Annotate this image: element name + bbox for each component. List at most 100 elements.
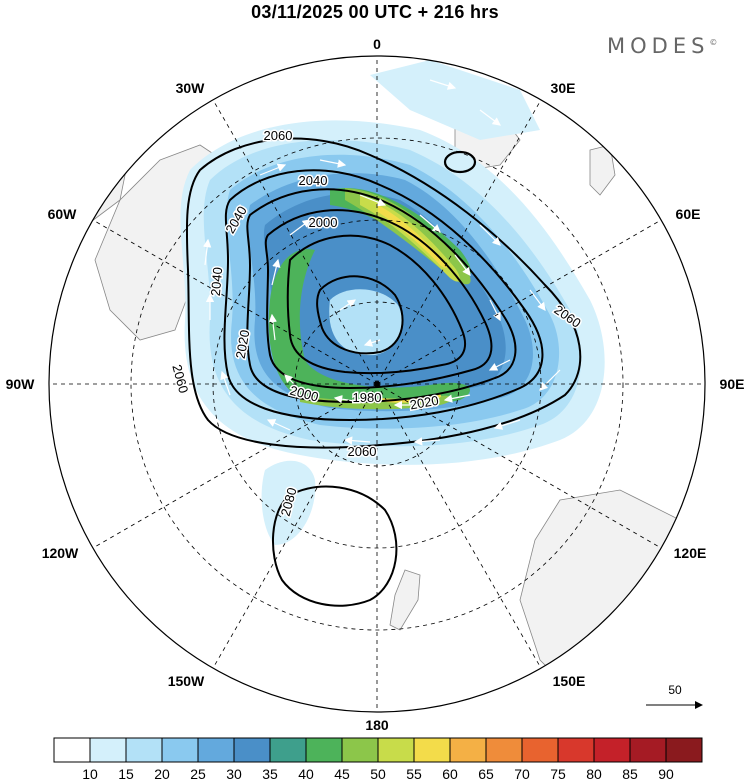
reference-vector: 50 xyxy=(646,683,703,709)
meridian-line xyxy=(376,383,542,669)
land-madagascar xyxy=(589,144,616,196)
colorbar-tick-label: 45 xyxy=(334,766,350,782)
colorbar-tick-label: 75 xyxy=(550,766,566,782)
brand-logo: MODES© xyxy=(607,34,717,58)
wind-vector xyxy=(284,374,301,391)
colorbar-swatch xyxy=(269,737,307,763)
colorbar-tick-label: 50 xyxy=(370,766,386,782)
meridian-line xyxy=(376,99,542,385)
colorbar-tick-label: 65 xyxy=(478,766,494,782)
colorbar-tick-label: 70 xyxy=(514,766,530,782)
meridian-line xyxy=(212,99,378,385)
wind-vector xyxy=(493,419,521,430)
lon-label: 30W xyxy=(176,80,206,96)
contour-inner xyxy=(316,275,404,355)
contour-label: 2060 xyxy=(348,444,377,459)
meridian-line xyxy=(376,383,662,549)
meridians xyxy=(49,56,705,712)
wind-vector xyxy=(359,194,387,207)
wind-vector xyxy=(539,369,561,391)
lon-label: 0 xyxy=(373,36,381,52)
contour-2080 xyxy=(272,485,398,607)
map-disc xyxy=(54,60,705,701)
colorbar-swatch xyxy=(413,737,451,763)
colorbar-swatch xyxy=(593,737,631,763)
wind-vector xyxy=(220,370,231,396)
lon-label: 180 xyxy=(365,717,389,733)
colorbar-tick-label: 40 xyxy=(298,766,314,782)
lon-label: 150W xyxy=(168,673,205,689)
wind-vector xyxy=(259,163,287,176)
meridian-line xyxy=(212,383,378,669)
wind-vector xyxy=(443,394,471,403)
shade-50-55 xyxy=(360,195,460,282)
wind-vector xyxy=(234,203,243,231)
colorbar-swatch xyxy=(125,737,163,763)
contour-2000 xyxy=(264,209,493,390)
reference-vector-label: 50 xyxy=(668,683,682,697)
colorbar-swatch xyxy=(557,737,595,763)
brand-name: MODES xyxy=(607,34,710,58)
map-boundary xyxy=(48,55,706,713)
contour-label: 2020 xyxy=(233,329,253,360)
contour-label: 2040 xyxy=(208,267,225,297)
wind-vector xyxy=(479,109,501,126)
land-australia xyxy=(519,489,705,701)
contour-label: 2060 xyxy=(264,128,293,143)
colorbar-swatch xyxy=(449,737,487,763)
wind-vector xyxy=(489,299,501,322)
colorbar-swatch xyxy=(233,737,271,763)
wind-vector xyxy=(271,258,281,286)
wind-vector xyxy=(202,238,212,266)
colorbar-swatch xyxy=(521,737,559,763)
colorbar: 10 15 20 25 30 35 40 45 50 55 60 65 70 75 80 85 90 xyxy=(53,737,703,782)
colorbar-tick-label: 10 xyxy=(82,766,98,782)
wind-vector xyxy=(266,419,291,431)
contour-label: 1980 xyxy=(353,390,382,405)
colorbar-tick-label: 35 xyxy=(262,766,278,782)
contour-label: 2020 xyxy=(409,393,440,413)
colorbar-swatch xyxy=(89,737,127,763)
wind-vector xyxy=(419,214,441,233)
wind-vector xyxy=(429,79,457,90)
colorbar-swatch xyxy=(341,737,379,763)
lon-label: 30E xyxy=(551,80,576,96)
colorbar-swatch xyxy=(665,737,703,763)
meridian-line xyxy=(92,383,378,549)
colorbar-swatch xyxy=(53,737,91,763)
colorbar-tick-label: 25 xyxy=(190,766,206,782)
wind-vector xyxy=(363,338,381,347)
contour-2040 xyxy=(223,169,544,422)
wind-vector xyxy=(479,224,501,246)
colorbar-tick-label: 60 xyxy=(442,766,458,782)
lon-label: 90E xyxy=(720,376,745,392)
wind-vector xyxy=(289,219,311,236)
colorbar-tick-label: 80 xyxy=(586,766,602,782)
shade-55-60 xyxy=(378,205,448,403)
lon-label: 120E xyxy=(674,545,707,561)
contour-small-high xyxy=(443,150,477,174)
wind-speed-shading xyxy=(180,60,605,545)
colorbar-tick-label: 30 xyxy=(226,766,242,782)
lon-label: 90W xyxy=(6,376,36,392)
contour-label: 2000 xyxy=(309,215,338,230)
longitude-labels: 0 30E 60E 90E 120E 150E 180 150W 120W 90… xyxy=(6,36,745,733)
meridian-line xyxy=(92,219,378,385)
lon-label: 60E xyxy=(676,206,701,222)
wind-vector xyxy=(454,254,471,276)
meridian-line xyxy=(376,219,662,385)
colorbar-swatch xyxy=(197,737,235,763)
colorbar-tick-label: 90 xyxy=(658,766,674,782)
map-title: 03/11/2025 00 UTC + 216 hrs xyxy=(251,2,499,22)
contour-label: 2040 xyxy=(299,173,328,188)
wind-vector xyxy=(529,289,546,311)
wind-vector xyxy=(343,436,371,445)
graticule xyxy=(49,56,705,712)
wind-vector xyxy=(488,359,511,371)
colorbar-swatch xyxy=(161,737,199,763)
wind-vector xyxy=(319,159,347,168)
wind-vector xyxy=(339,299,356,311)
colorbar-swatch xyxy=(305,737,343,763)
colorbar-tick-label: 15 xyxy=(118,766,134,782)
latitude-circle xyxy=(130,137,624,631)
